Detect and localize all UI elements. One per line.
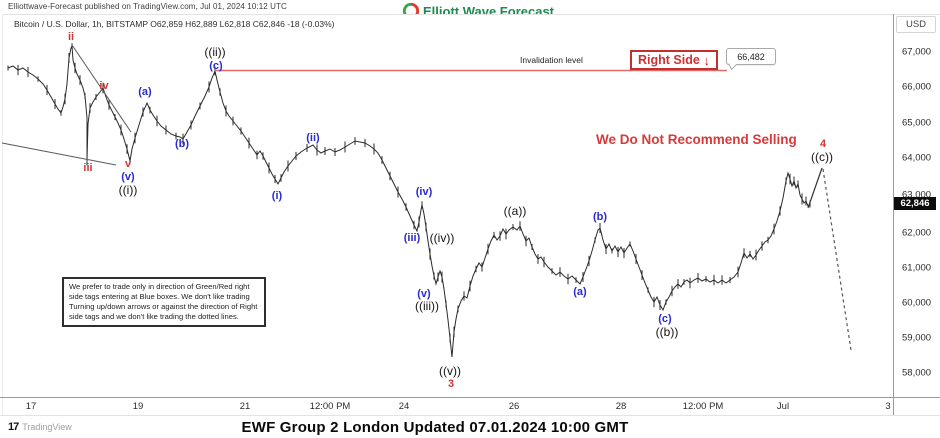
wave-label: iii xyxy=(83,162,93,174)
wave-label: (v) xyxy=(417,288,431,300)
trading-note-box: We prefer to trade only in direction of … xyxy=(62,277,266,328)
symbol-legend: Bitcoin / U.S. Dollar, 1h, BITSTAMP O62,… xyxy=(14,19,335,29)
wave-label: ii xyxy=(67,31,75,43)
wave-label: ((a)) xyxy=(503,204,527,218)
y-tick-label: 64,000 xyxy=(902,152,932,164)
wave-label: ((c)) xyxy=(811,150,833,164)
no-sell-warning: We Do Not Recommend Selling xyxy=(596,132,797,147)
x-tick-label: 17 xyxy=(25,401,37,412)
price-axis-border xyxy=(893,14,894,415)
y-tick-label: 60,000 xyxy=(902,297,932,309)
wave-label: iv xyxy=(99,80,109,92)
wave-label: ((v)) xyxy=(439,364,461,378)
chart-canvas[interactable] xyxy=(2,14,940,416)
wave-label: ((b)) xyxy=(655,325,679,339)
y-tick-label: 58,000 xyxy=(902,367,932,379)
tradingview-logo[interactable]: 17 TradingView xyxy=(8,421,72,433)
right-side-tag: Right Side ↓ xyxy=(630,50,718,70)
y-tick-label: 66,000 xyxy=(902,81,932,93)
upper-trendline xyxy=(71,44,132,133)
invalidation-price-callout: 66,482 xyxy=(726,48,776,65)
wave-label: (ii) xyxy=(306,132,320,144)
x-tick-label: 12:00 PM xyxy=(309,401,351,412)
x-tick-label: 28 xyxy=(615,401,627,412)
wave-label: ((iii)) xyxy=(415,299,439,313)
wave-label: (b) xyxy=(174,138,190,150)
currency-unit-badge: USD xyxy=(896,16,936,33)
x-tick-label: 19 xyxy=(132,401,144,412)
footer-bar: 17 TradingView EWF Group 2 London Update… xyxy=(0,416,940,438)
down-arrow-icon: ↓ xyxy=(703,52,711,68)
y-tick-label: 59,000 xyxy=(902,332,932,344)
lower-trendline xyxy=(1,142,117,166)
y-tick-label: 61,000 xyxy=(902,262,932,274)
wave-label: (iii) xyxy=(403,232,421,244)
wave-label: (i) xyxy=(271,190,283,202)
right-side-label: Right Side xyxy=(638,53,700,67)
wave-label: (a) xyxy=(573,286,587,298)
tradingview-logo-text: TradingView xyxy=(22,422,72,432)
wave-label: 4 xyxy=(819,138,827,150)
wave-label: ((ii)) xyxy=(204,45,226,59)
wave-label: (c) xyxy=(209,60,223,72)
y-tick-label: 65,000 xyxy=(902,117,932,129)
wave-label: ((i)) xyxy=(118,183,138,197)
x-tick-label: 12:00 PM xyxy=(682,401,724,412)
wave-label: (v) xyxy=(121,171,135,183)
wave-label: (c) xyxy=(658,313,672,325)
price-series xyxy=(7,43,811,343)
x-tick-label: 24 xyxy=(398,401,410,412)
x-tick-label: Jul xyxy=(776,401,790,412)
wave-label: v xyxy=(124,158,132,170)
projection-dotted xyxy=(822,168,852,351)
y-tick-label: 62,000 xyxy=(902,227,932,239)
y-tick-label: 63,000 xyxy=(902,189,932,201)
projection-line xyxy=(807,167,823,209)
wave-label: (iv) xyxy=(415,186,433,198)
x-tick-label: 3 xyxy=(885,401,891,412)
ewf-update-title: EWF Group 2 London Updated 07.01.2024 10… xyxy=(241,419,629,436)
wave-label: (b) xyxy=(592,211,608,223)
wave-label: ((iv)) xyxy=(429,231,455,245)
y-tick-label: 67,000 xyxy=(902,46,932,58)
invalidation-level-label: Invalidation level xyxy=(520,55,583,65)
time-axis-border xyxy=(0,397,940,398)
tradingview-logo-icon: 17 xyxy=(8,421,19,433)
published-info: Elliottwave-Forecast published on Tradin… xyxy=(8,2,287,11)
current-price-tag: 62,846 xyxy=(894,197,936,210)
x-tick-label: 21 xyxy=(239,401,251,412)
x-tick-label: 26 xyxy=(508,401,520,412)
wave-label: 3 xyxy=(447,378,455,390)
wave-label: (a) xyxy=(138,86,152,98)
chart-bottom-divider xyxy=(0,415,940,416)
